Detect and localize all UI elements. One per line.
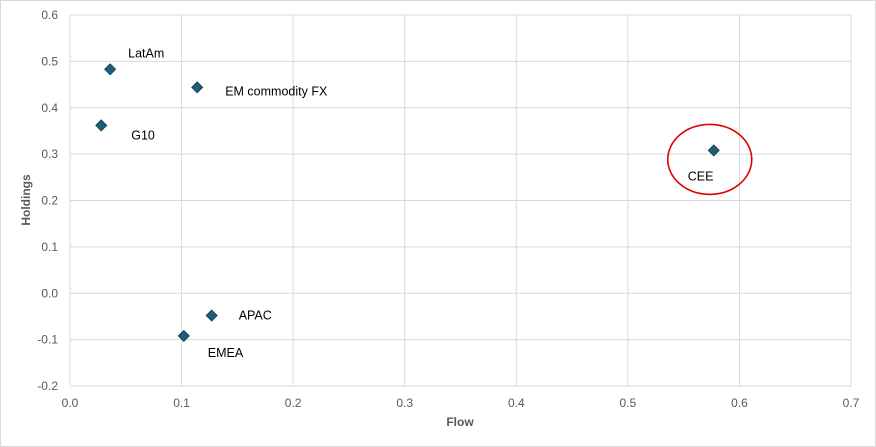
x-tick-label: 0.5 (620, 396, 637, 410)
gridlines (69, 14, 852, 387)
data-label-cee: CEE (688, 169, 714, 183)
data-label-apac: APAC (239, 309, 272, 323)
data-point-g10 (95, 119, 108, 132)
x-tick-label: 0.7 (843, 396, 860, 410)
y-tick-label: 0.6 (41, 8, 58, 22)
data-label-g10: G10 (131, 128, 155, 142)
highlight-circle (666, 123, 753, 196)
y-tick-label: 0.1 (41, 240, 58, 254)
data-points (95, 63, 720, 342)
y-tick-label: -0.2 (37, 379, 58, 393)
data-point-latam (104, 63, 117, 76)
x-tick-labels: 0.0 0.1 0.2 0.3 0.4 0.5 0.6 0.7 (62, 396, 860, 410)
data-label-emea: EMEA (208, 346, 244, 360)
y-axis-title: Holdings (19, 174, 33, 226)
x-tick-label: 0.1 (173, 396, 190, 410)
y-tick-label: 0.2 (41, 194, 58, 208)
data-labels: LatAm EM commodity FX G10 CEE APAC EMEA (128, 46, 713, 360)
data-point-em-commodity-fx (191, 81, 204, 94)
data-point-apac (205, 309, 218, 322)
y-tick-label: -0.1 (37, 333, 58, 347)
data-label-latam: LatAm (128, 46, 164, 60)
x-tick-label: 0.0 (62, 396, 79, 410)
x-tick-label: 0.4 (508, 396, 525, 410)
y-tick-label: 0.3 (41, 147, 58, 161)
x-tick-label: 0.2 (285, 396, 302, 410)
y-tick-label: 0.0 (41, 286, 58, 300)
x-tick-label: 0.6 (731, 396, 748, 410)
y-tick-label: 0.4 (41, 101, 58, 115)
data-point-cee (707, 144, 720, 157)
y-tick-label: 0.5 (41, 54, 58, 68)
y-tick-labels: -0.2 -0.1 0.0 0.1 0.2 0.3 0.4 0.5 0.6 (37, 8, 58, 393)
x-axis-title: Flow (446, 415, 474, 429)
data-label-em-commodity-fx: EM commodity FX (225, 84, 328, 98)
data-point-emea (177, 329, 190, 342)
x-tick-label: 0.3 (396, 396, 413, 410)
